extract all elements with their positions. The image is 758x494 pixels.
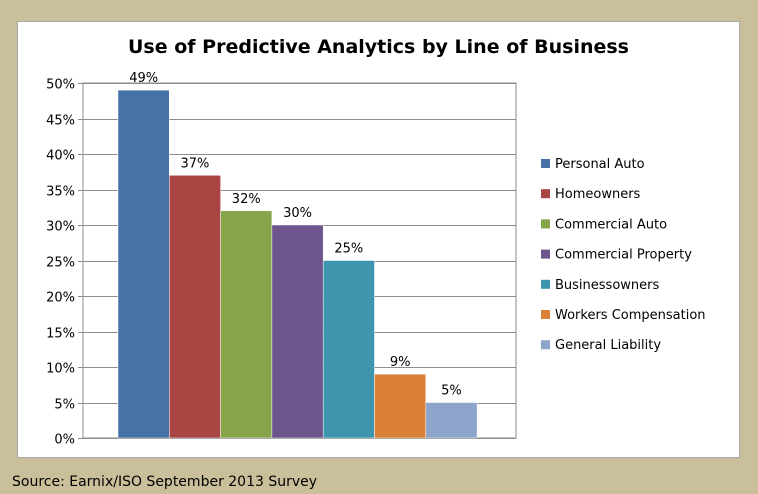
y-tick-label: 50% — [46, 78, 75, 93]
legend-label: General Liability — [555, 338, 661, 353]
y-tick-label: 20% — [46, 291, 75, 306]
bar-commercial-auto — [220, 210, 273, 439]
legend-swatch — [541, 249, 550, 259]
data-label: 9% — [390, 355, 411, 370]
y-tick-label: 35% — [46, 185, 75, 200]
bar-businessowners — [322, 260, 375, 439]
data-label: 32% — [232, 192, 261, 207]
legend-label: Personal Auto — [555, 157, 645, 172]
legend: Personal Auto Homeowners Commercial Auto Co… — [541, 157, 706, 353]
y-tick-label: 40% — [46, 149, 75, 164]
y-tick-label: 30% — [46, 220, 75, 235]
chart-title: Use of Predictive Analytics by Line of B… — [128, 36, 629, 58]
legend-swatch — [541, 310, 550, 319]
data-label: 49% — [129, 71, 158, 86]
legend-label: Businessowners — [555, 278, 659, 293]
bar-chart: 0% 5% 10% 15% 20% 25% 30% 35% 40% 45% 50% 49% 37% 32… — [46, 71, 706, 448]
legend-label: Commercial Property — [555, 248, 692, 263]
bar-general-liability — [425, 402, 478, 439]
y-tick-label: 45% — [46, 114, 75, 129]
y-tick-label: 10% — [46, 362, 75, 377]
bar-homeowners — [169, 175, 221, 439]
data-labels: 49% 37% 32% 30% 25% 9% 5% — [129, 71, 462, 398]
y-tick-label: 15% — [46, 327, 75, 342]
legend-swatch — [541, 340, 550, 350]
y-tick-label: 5% — [54, 398, 75, 413]
legend-swatch — [541, 279, 550, 289]
data-label: 25% — [334, 242, 363, 257]
chart-frame: Use of Predictive Analytics by Line of B… — [17, 21, 740, 458]
data-label: 5% — [441, 384, 462, 399]
legend-swatch — [541, 159, 550, 168]
y-axis: 0% 5% 10% 15% 20% 25% 30% 35% 40% 45% 50% — [46, 78, 83, 448]
legend-label: Workers Compensation — [555, 308, 706, 323]
y-tick-label: 0% — [54, 433, 75, 448]
data-label: 37% — [180, 156, 209, 171]
bar-workers-compensation — [374, 373, 427, 439]
legend-label: Commercial Auto — [555, 217, 667, 232]
source-note: Source: Earnix/ISO September 2013 Survey — [12, 474, 318, 490]
bars — [117, 89, 478, 439]
legend-label: Homeowners — [555, 187, 641, 202]
data-label: 30% — [283, 206, 312, 221]
legend-swatch — [541, 189, 550, 199]
y-tick-label: 25% — [46, 256, 75, 271]
bar-commercial-property — [271, 224, 324, 439]
bar-personal-auto — [117, 89, 170, 439]
legend-swatch — [541, 219, 550, 229]
